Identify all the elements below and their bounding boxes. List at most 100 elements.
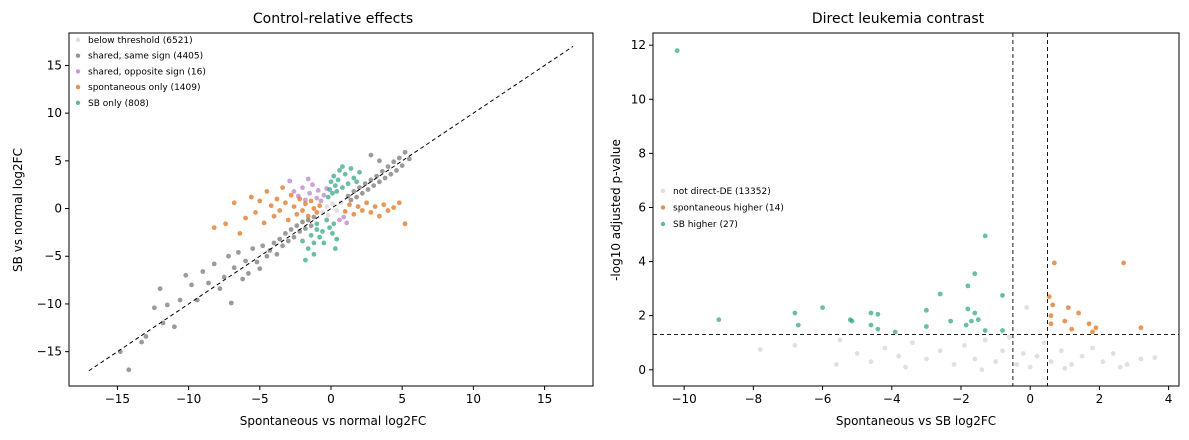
data-point-series-1-48 — [351, 189, 357, 194]
data-point-series-1-15 — [211, 261, 217, 267]
data-point-series-3-14 — [280, 185, 285, 191]
data-point-series-3-26 — [314, 210, 320, 215]
data-point-series-1-8 — [172, 324, 177, 330]
data-point-series-4-2 — [328, 179, 334, 185]
data-point-series-1-14 — [206, 280, 211, 286]
x-tick-label-0: −10 — [671, 392, 696, 406]
data-point-series-0-2 — [837, 337, 843, 343]
data-point-series-0-29 — [1124, 362, 1130, 367]
y-tick-label-3: 0 — [54, 202, 62, 216]
data-point-series-1-10 — [183, 272, 189, 278]
data-point-series-2-9 — [868, 322, 874, 328]
data-point-series-1-19 — [228, 300, 234, 306]
data-point-series-4-31 — [332, 246, 338, 252]
data-point-series-1-2 — [139, 339, 145, 345]
data-point-series-3-12 — [274, 196, 280, 202]
data-point-series-3-7 — [257, 198, 263, 204]
data-point-series-3-30 — [351, 211, 357, 217]
data-point-series-2-14 — [287, 178, 293, 184]
x-tick-label-2: −5 — [251, 392, 269, 406]
data-point-series-3-31 — [355, 204, 361, 210]
left-chart-frame — [68, 32, 594, 387]
data-point-series-2-26 — [969, 318, 974, 324]
data-point-series-2-12 — [924, 307, 929, 313]
data-point-series-1-54 — [368, 177, 374, 183]
data-point-series-2-20 — [965, 306, 971, 312]
data-point-series-4-23 — [317, 234, 322, 240]
data-point-series-2-7 — [315, 188, 321, 193]
data-point-series-1-52 — [362, 181, 368, 187]
y-tick-label-4: 8 — [638, 146, 646, 160]
data-point-series-0-28 — [1110, 351, 1116, 356]
legend-marker-1 — [75, 53, 81, 58]
data-point-series-0-15 — [1000, 348, 1005, 354]
data-point-series-4-25 — [311, 240, 317, 246]
data-point-series-1-20 — [231, 265, 237, 271]
data-point-series-0-23 — [1058, 348, 1064, 354]
data-point-series-4-32 — [300, 238, 305, 244]
data-point-series-0-4 — [868, 359, 874, 365]
data-point-series-4-3 — [330, 190, 335, 196]
data-point-series-1-9 — [177, 297, 183, 303]
data-point-series-1-10 — [1093, 325, 1099, 331]
data-point-series-2-8 — [318, 198, 324, 204]
data-point-series-3-11 — [271, 213, 277, 219]
data-point-series-0-36 — [1062, 366, 1068, 371]
data-point-series-2-0 — [291, 189, 297, 194]
data-point-series-1-56 — [374, 173, 379, 179]
data-point-series-1-11 — [189, 282, 194, 288]
data-point-series-0-1 — [792, 343, 798, 348]
right-chart-frame — [652, 32, 1180, 387]
right-chart-panel: Direct leukemia contrast Spontaneous vs … — [609, 11, 1180, 428]
data-point-series-0-0 — [757, 347, 763, 352]
data-point-series-1-58 — [379, 168, 385, 174]
data-point-series-0-1 — [334, 208, 340, 213]
data-point-series-4-29 — [311, 251, 317, 257]
data-point-series-1-64 — [396, 155, 402, 161]
left-chart-xlabel: Spontaneous vs normal log2FC — [240, 414, 426, 428]
left-chart-reference-line — [88, 45, 574, 372]
data-point-series-4-18 — [327, 225, 332, 231]
data-point-series-0-19 — [1027, 364, 1033, 370]
data-point-series-3-1 — [223, 221, 229, 227]
data-point-series-1-25 — [250, 246, 256, 252]
data-point-series-1-12 — [194, 297, 200, 303]
x-tick-label-4: −2 — [952, 392, 970, 406]
data-point-series-1-44 — [308, 223, 314, 229]
y-tick-label-5: 10 — [631, 92, 646, 106]
x-tick-label-5: 10 — [466, 392, 481, 406]
data-point-series-2-10 — [337, 217, 342, 223]
left-chart-ylabel: SB vs normal log2FC — [11, 148, 25, 272]
data-point-series-0-3 — [854, 351, 860, 356]
data-point-series-4-27 — [305, 246, 311, 252]
y-tick-label-3: 6 — [638, 200, 646, 214]
data-point-series-2-13 — [305, 176, 311, 182]
data-point-series-2-19 — [982, 328, 988, 333]
data-point-series-1-49 — [354, 194, 359, 200]
data-point-series-1-3 — [1050, 302, 1056, 308]
data-point-series-2-4 — [820, 305, 825, 310]
x-tick-label-5: 0 — [1026, 392, 1034, 406]
y-tick-label-4: 5 — [54, 154, 62, 168]
data-point-series-1-32 — [274, 251, 280, 257]
data-point-series-4-15 — [357, 169, 362, 175]
data-point-series-3-15 — [283, 200, 288, 206]
left-chart-points — [117, 149, 412, 373]
data-point-series-1-29 — [264, 253, 270, 259]
data-point-series-0-5 — [325, 212, 331, 218]
right-chart-yticks: 0 2 4 6 8 10 12 — [631, 38, 653, 377]
data-point-series-3-8 — [261, 220, 267, 226]
data-point-series-0-18 — [1020, 351, 1026, 356]
data-point-series-1-43 — [305, 217, 311, 223]
x-tick-label-3: 0 — [327, 392, 335, 406]
data-point-series-0-22 — [1048, 359, 1054, 365]
data-point-series-2-9 — [321, 192, 327, 198]
data-point-series-1-69 — [377, 158, 382, 164]
x-tick-label-0: −15 — [105, 392, 130, 406]
data-point-series-2-8 — [875, 311, 881, 317]
data-point-series-2-3 — [303, 197, 308, 203]
data-point-series-1-47 — [348, 197, 354, 203]
data-point-series-3-32 — [359, 208, 365, 213]
x-tick-label-1: −10 — [176, 392, 201, 406]
y-tick-label-2: −5 — [44, 249, 62, 263]
